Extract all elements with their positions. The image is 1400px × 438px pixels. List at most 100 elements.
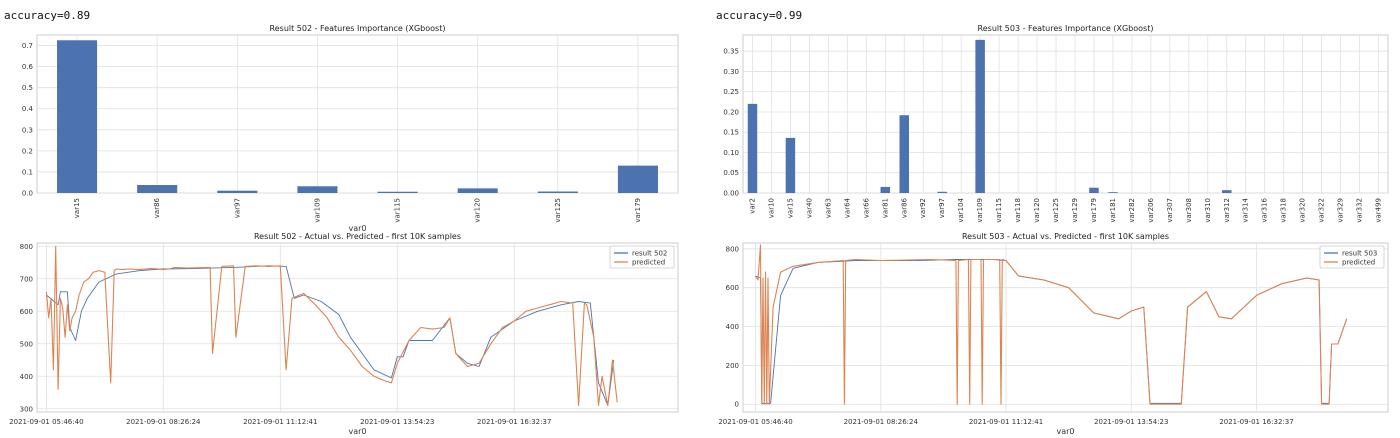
x-tick-label: var15 (73, 198, 81, 218)
bar-var109 (975, 39, 985, 193)
y-tick-label: 0.10 (723, 149, 739, 157)
plot-area-2 (36, 242, 679, 413)
x-tick-label: 2021-09-01 16:32:37 (477, 418, 551, 426)
x-tick-label: 2021-09-01 11:12:41 (969, 418, 1043, 426)
bar-var97 (937, 191, 947, 193)
x-tick-label: var314 (1242, 197, 1250, 222)
bar-var312 (1222, 190, 1232, 193)
x-tick-label: var97 (938, 198, 946, 218)
y-tick-label: 0.1 (22, 168, 33, 176)
x-tick-label: var109 (313, 198, 321, 223)
y-tick-label: 0.30 (723, 68, 739, 76)
x-tick-label: var40 (805, 198, 813, 218)
bar-var120 (457, 188, 498, 193)
y-tick-label: 0.3 (22, 126, 33, 134)
x-axis-label: var0 (348, 224, 366, 233)
y-tick-label: 0.4 (22, 105, 34, 113)
y-tick-label: 600 (726, 284, 739, 292)
chart-title: Result 503 - Features Importance (XGboos… (978, 24, 1154, 33)
x-tick-label: var2 (748, 198, 756, 214)
bar-var97 (217, 190, 258, 193)
x-tick-label: var499 (1375, 198, 1383, 223)
series-line-0 (46, 265, 615, 406)
bar-var2 (747, 103, 758, 193)
y-tick-label: 0.5 (22, 84, 33, 92)
bar-var15 (57, 40, 98, 194)
y-tick-label: 0.7 (22, 42, 33, 50)
x-tick-label: var125 (554, 198, 562, 223)
x-tick-label: var66 (862, 197, 870, 218)
x-tick-label: var118 (1014, 198, 1022, 223)
x-tick-label: 2021-09-01 08:26:24 (844, 418, 919, 426)
x-tick-label: var179 (634, 198, 642, 223)
bar-var109 (297, 186, 338, 193)
bar-var179 (617, 165, 658, 193)
x-tick-label: var81 (881, 198, 889, 218)
y-tick-label: 800 (726, 245, 739, 253)
x-tick-label: var109 (976, 198, 984, 223)
y-tick-label: 200 (726, 362, 739, 370)
x-tick-label: var332 (1356, 198, 1364, 223)
series-line-1 (45, 245, 618, 407)
x-tick-label: var320 (1299, 198, 1307, 223)
y-tick-label: 0.20 (723, 108, 739, 116)
y-tick-label: 700 (20, 275, 33, 283)
x-axis-label: var0 (1056, 427, 1074, 436)
y-tick-label: 500 (20, 340, 33, 348)
y-tick-label: 0.6 (22, 63, 34, 71)
y-tick-label: 0.25 (723, 88, 739, 96)
x-tick-label: var206 (1147, 197, 1155, 222)
bar-var181 (1108, 192, 1118, 193)
y-tick-label: 0 (735, 401, 739, 409)
x-tick-label: var115 (995, 198, 1003, 223)
legend-label-0: result 503 (1342, 250, 1377, 258)
x-tick-label: var310 (1204, 198, 1212, 223)
x-tick-label: var64 (843, 197, 851, 218)
x-tick-label: var316 (1261, 197, 1269, 222)
bar-var81 (880, 186, 891, 193)
x-tick-label: var125 (1052, 198, 1060, 223)
x-tick-label: var63 (824, 198, 832, 218)
bar-var125 (537, 191, 578, 193)
x-axis-label: var0 (348, 427, 366, 436)
y-tick-label: 0.2 (22, 147, 33, 155)
x-tick-label: var97 (233, 198, 241, 218)
x-tick-label: var318 (1280, 198, 1288, 223)
x-tick-label: var15 (786, 198, 794, 218)
y-tick-label: 0.15 (723, 129, 739, 137)
x-tick-label: 2021-09-01 13:54:23 (1094, 418, 1168, 426)
bar-var179 (1089, 187, 1099, 193)
x-tick-label: 2021-09-01 11:12:41 (243, 418, 317, 426)
x-tick-label: var312 (1223, 198, 1231, 223)
x-tick-label: var86 (900, 197, 908, 218)
x-tick-label: var282 (1128, 198, 1136, 223)
x-tick-label: 2021-09-01 05:46:40 (718, 418, 792, 426)
x-tick-label: var181 (1109, 198, 1117, 223)
left-accuracy-label: accuracy=0.89 (4, 9, 91, 22)
right-accuracy-label: accuracy=0.99 (716, 9, 803, 22)
x-tick-label: var129 (1071, 198, 1079, 223)
y-tick-label: 0.05 (723, 169, 739, 177)
x-tick-label: var10 (767, 198, 775, 218)
x-tick-label: var322 (1318, 198, 1326, 223)
legend-label-0: result 502 (632, 250, 667, 258)
plot-area-3 (742, 242, 1389, 413)
y-tick-label: 600 (20, 308, 33, 316)
x-tick-label: var120 (474, 198, 482, 223)
y-tick-label: 0.0 (22, 190, 33, 198)
x-tick-label: 2021-09-01 05:46:40 (9, 418, 83, 426)
x-tick-label: var115 (394, 198, 402, 223)
x-tick-label: var329 (1337, 198, 1345, 223)
legend-label-1: predicted (1342, 259, 1375, 267)
y-tick-label: 0.35 (723, 48, 739, 56)
chart-title: Result 502 - Features Importance (XGboos… (270, 24, 446, 33)
y-tick-label: 400 (20, 373, 33, 381)
bar-var15 (785, 137, 796, 193)
x-tick-label: 2021-09-01 13:54:23 (360, 418, 434, 426)
y-tick-label: 400 (726, 323, 739, 331)
x-tick-label: 2021-09-01 16:32:37 (1219, 418, 1293, 426)
plot-area-0 (36, 34, 679, 194)
x-tick-label: 2021-09-01 08:26:24 (126, 418, 201, 426)
bar-var115 (377, 191, 418, 193)
